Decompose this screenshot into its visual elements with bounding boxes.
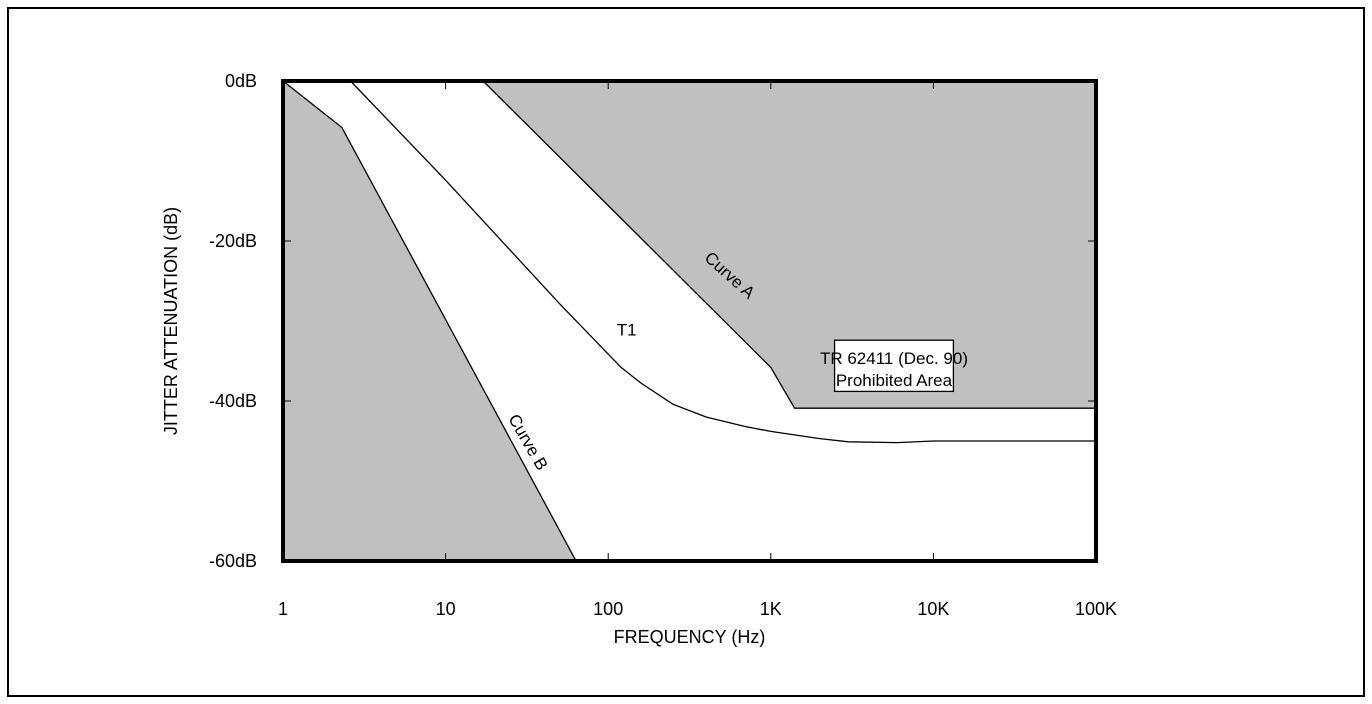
x-tick-label: 100K <box>1075 599 1117 619</box>
x-tick-label: 10K <box>917 599 949 619</box>
y-tick-label: -60dB <box>209 551 257 571</box>
x-axis-label: FREQUENCY (Hz) <box>614 627 766 647</box>
series-line-t1 <box>350 80 1096 444</box>
plot-area-border <box>281 79 1098 563</box>
series-line-curve-a <box>482 80 1096 409</box>
y-axis-label: JITTER ATTENUATION (dB) <box>161 207 181 435</box>
prohibited-area-label-line: Prohibited Area <box>836 371 953 390</box>
x-tick-label: 1K <box>760 599 782 619</box>
prohibited-region-lower <box>283 81 576 561</box>
x-tick-label: 1 <box>278 599 288 619</box>
y-tick-label: -40dB <box>209 391 257 411</box>
annotation-t1: T1 <box>617 320 637 339</box>
prohibited-area-box <box>833 339 955 393</box>
prohibited-area-label-line: TR 62411 (Dec. 90) <box>820 349 968 368</box>
figure-frame: 1 10 100 1K 10K 100K 0dB -20dB -40dB -60dB T1 Curv… <box>7 7 1365 697</box>
series-line-curve-b <box>282 80 577 561</box>
y-tick-label: -20dB <box>209 231 257 251</box>
x-tick-label: 100 <box>593 599 623 619</box>
x-tick-label: 10 <box>436 599 456 619</box>
y-tick-label: 0dB <box>225 71 257 91</box>
prohibited-region-upper <box>483 81 1097 409</box>
